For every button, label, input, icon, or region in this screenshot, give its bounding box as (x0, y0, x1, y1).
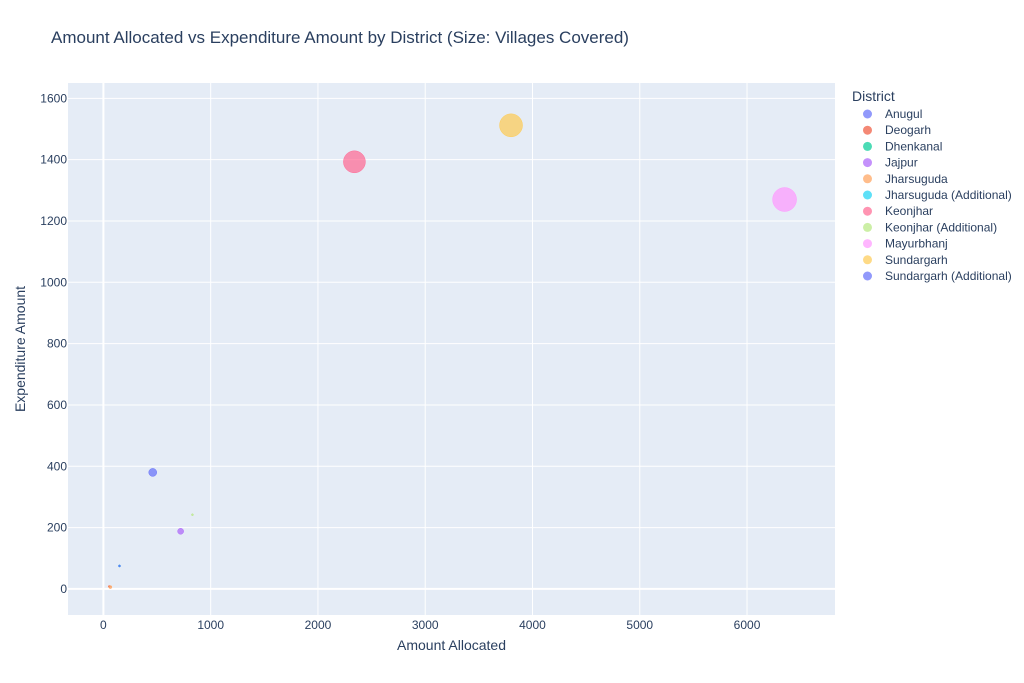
legend-item-jharsuguda-additional[interactable]: Jharsuguda (Additional) (863, 188, 1012, 202)
legend-marker (863, 271, 872, 281)
x-tick-label: 5000 (626, 618, 653, 632)
legend-marker (863, 190, 872, 200)
legend-item-jharsuguda[interactable]: Jharsuguda (863, 172, 948, 186)
legend-item-keonjhar-additional[interactable]: Keonjhar (Additional) (863, 220, 997, 234)
point-keonjhar-additional[interactable] (191, 513, 194, 516)
legend-label: Sundargarh (885, 253, 948, 267)
x-tick-label: 1000 (197, 618, 224, 632)
x-axis-title: Amount Allocated (397, 637, 506, 653)
legend-label: Mayurbhanj (885, 237, 948, 251)
legend: District Anugul Deogarh Dhenkanal Jajpur Jha… (852, 88, 1012, 283)
legend-item-sundargarh[interactable]: Sundargarh (863, 253, 948, 267)
legend-marker (863, 158, 872, 168)
legend-marker (863, 125, 872, 135)
legend-label: Keonjhar (Additional) (885, 220, 997, 234)
plot-area (68, 83, 835, 615)
x-tick-label: 6000 (734, 618, 761, 632)
chart-title: Amount Allocated vs Expenditure Amount b… (51, 28, 629, 47)
y-tick-label: 0 (60, 582, 67, 596)
point-anugul[interactable] (148, 468, 157, 477)
legend-label: Dhenkanal (885, 139, 942, 153)
legend-item-keonjhar[interactable]: Keonjhar (863, 204, 933, 218)
legend-marker (863, 255, 872, 265)
legend-item-dhenkanal[interactable]: Dhenkanal (863, 139, 942, 153)
data-points (108, 113, 797, 589)
y-tick-label: 600 (47, 398, 67, 412)
y-axis-title: Expenditure Amount (12, 286, 28, 412)
y-tick-label: 1000 (40, 275, 67, 289)
legend-item-mayurbhanj[interactable]: Mayurbhanj (863, 237, 948, 251)
legend-marker (863, 239, 872, 249)
x-tick-label: 3000 (412, 618, 439, 632)
x-tick-label: 2000 (305, 618, 332, 632)
legend-marker (863, 206, 872, 216)
point-sundargarh-additional[interactable] (118, 564, 121, 568)
legend-label: Anugul (885, 107, 922, 121)
legend-label: Jharsuguda (Additional) (885, 188, 1012, 202)
y-tick-label: 800 (47, 337, 67, 351)
point-mayurbhanj[interactable] (772, 187, 797, 212)
legend-item-sundargarh-additional[interactable]: Sundargarh (Additional) (863, 269, 1012, 283)
legend-item-jajpur[interactable]: Jajpur (863, 156, 918, 170)
point-jajpur[interactable] (177, 528, 184, 535)
legend-marker (863, 174, 872, 184)
legend-title: District (852, 88, 895, 104)
grid-lines (68, 83, 835, 615)
legend-label: Jharsuguda (885, 172, 948, 186)
x-tick-label: 0 (100, 618, 107, 632)
legend-marker (863, 222, 872, 232)
legend-label: Sundargarh (Additional) (885, 269, 1012, 283)
y-tick-label: 1200 (40, 214, 67, 228)
axis-ticks: 0 1000 2000 3000 4000 5000 6000 0 200 400 600 800 10… (40, 91, 760, 632)
legend-marker (863, 141, 872, 151)
legend-label: Deogarh (885, 123, 931, 137)
legend-item-anugul[interactable]: Anugul (863, 107, 922, 121)
y-tick-label: 400 (47, 459, 67, 473)
legend-label: Keonjhar (885, 204, 933, 218)
legend-marker (863, 109, 872, 119)
y-tick-label: 200 (47, 521, 67, 535)
x-tick-label: 4000 (519, 618, 546, 632)
legend-label: Jajpur (885, 156, 918, 170)
point-jharsuguda[interactable] (108, 585, 113, 589)
y-tick-label: 1400 (40, 153, 67, 167)
y-tick-label: 1600 (40, 91, 67, 105)
point-sundargarh[interactable] (499, 113, 523, 138)
point-keonjhar[interactable] (343, 150, 366, 174)
legend-item-deogarh[interactable]: Deogarh (863, 123, 931, 137)
